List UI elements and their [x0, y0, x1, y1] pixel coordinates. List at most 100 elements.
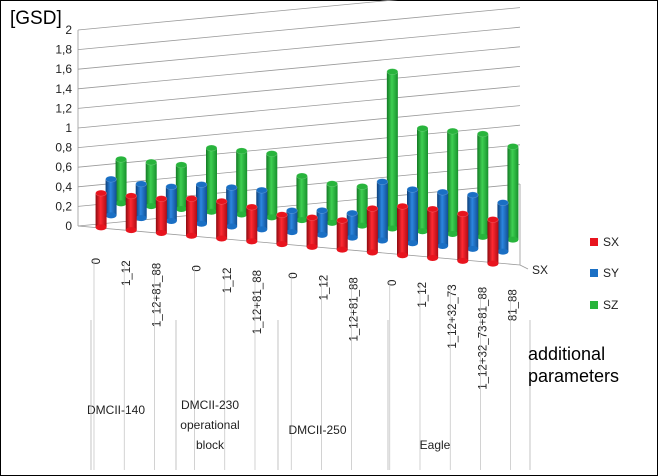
bar-bottom: [417, 228, 428, 235]
bar-body: [407, 189, 418, 244]
floor-front-edge: [77, 225, 521, 266]
bar-bottom: [296, 217, 308, 224]
x-category-label: 1_12+32_73+81_88: [477, 287, 489, 390]
bar-body: [336, 220, 348, 250]
gridline: [77, 46, 521, 90]
x-group-label: DMCII-230: [181, 398, 239, 412]
bar-sz: [115, 155, 127, 207]
y-tick-label: 1,8: [55, 43, 72, 57]
bar-top: [346, 209, 359, 217]
x-category-label: 1_12+32_73: [447, 284, 459, 348]
gridline: [77, 7, 521, 50]
bar-bottom: [447, 231, 459, 238]
bar-top: [396, 202, 409, 210]
bar-sy: [105, 175, 117, 219]
bar-sx: [456, 210, 469, 264]
bar-body: [145, 162, 157, 207]
gridline: [77, 0, 398, 31]
bar-bottom: [145, 203, 157, 210]
bar-sy: [466, 191, 479, 252]
bar-bottom: [286, 229, 298, 236]
bar-bottom: [206, 208, 217, 215]
bar-sz: [175, 161, 188, 212]
bar-top: [185, 195, 198, 202]
x-group-label: Eagle: [420, 438, 451, 452]
bar-bottom: [175, 205, 187, 212]
gridline: [77, 85, 521, 129]
gridline: [77, 105, 521, 148]
bar-sy: [286, 207, 298, 236]
bar-sz: [296, 172, 308, 224]
bar-body: [477, 133, 489, 237]
bar-top: [235, 147, 248, 155]
x-group-label: block: [196, 438, 225, 452]
y-tick-label: 0: [65, 219, 72, 233]
bar-body: [196, 184, 207, 224]
bar-bottom: [346, 234, 358, 241]
bar-body: [427, 209, 439, 259]
bar-bottom: [397, 252, 408, 259]
bar-body: [316, 210, 328, 235]
y-tick-label: 1,6: [55, 62, 72, 76]
x-category-label: 0: [288, 272, 300, 278]
bar-body: [376, 181, 388, 241]
bar-body: [306, 217, 318, 247]
bar-sz: [386, 68, 399, 232]
x-category-label: 0: [387, 280, 399, 286]
bar-body: [366, 208, 378, 253]
bar-top: [456, 210, 469, 218]
bar-body: [246, 207, 258, 242]
bar-body: [386, 71, 398, 229]
bar-top: [195, 181, 208, 188]
bar-top: [125, 192, 138, 200]
bar-body: [457, 213, 469, 261]
bar-bottom: [226, 223, 238, 230]
bar-body: [346, 213, 358, 238]
bar-top: [497, 199, 509, 206]
bar-bottom: [266, 214, 278, 221]
bar-bottom: [95, 224, 107, 231]
bar-body: [266, 153, 278, 218]
x-category-label: 0: [91, 258, 103, 264]
bar-sz: [356, 183, 369, 229]
bar-bottom: [216, 235, 228, 242]
bar-sz: [205, 144, 218, 215]
bar-sx: [276, 211, 288, 248]
bar-bottom: [196, 220, 207, 227]
bar-sz: [235, 147, 248, 218]
bar-sz: [446, 127, 459, 238]
bar-bottom: [165, 217, 177, 224]
bar-sx: [125, 192, 138, 234]
bar-sx: [155, 195, 168, 236]
bar-sz: [326, 180, 338, 226]
bar-body: [155, 198, 167, 233]
bar-bottom: [477, 233, 489, 240]
y-tick-label: 0,4: [55, 180, 72, 194]
bar-bottom: [356, 222, 368, 229]
bar-sz: [416, 125, 429, 235]
bar-top: [376, 178, 389, 185]
bar-top: [446, 127, 459, 135]
bar-sy: [225, 184, 238, 230]
depth-axis-label: SX: [532, 263, 548, 277]
depth-tick: [519, 264, 529, 270]
bar-top: [115, 155, 127, 163]
bar-bottom: [155, 229, 167, 236]
bar-bottom: [497, 248, 509, 255]
bar-bottom: [115, 200, 127, 207]
bar-bottom: [276, 241, 288, 248]
bar-body: [135, 183, 147, 219]
bar-body: [437, 192, 449, 247]
x-category-label: 1_12: [222, 268, 234, 294]
bar-sy: [135, 180, 148, 222]
bar-body: [226, 187, 238, 227]
bar-top: [406, 186, 419, 193]
legend-label: SY: [603, 266, 620, 280]
legend-swatch: [590, 269, 598, 277]
bar-bottom: [135, 215, 147, 222]
bar-body: [236, 150, 248, 215]
bar-bottom: [336, 246, 348, 253]
bar-sy: [497, 199, 509, 255]
x-group-label: DMCII-250: [288, 423, 346, 437]
